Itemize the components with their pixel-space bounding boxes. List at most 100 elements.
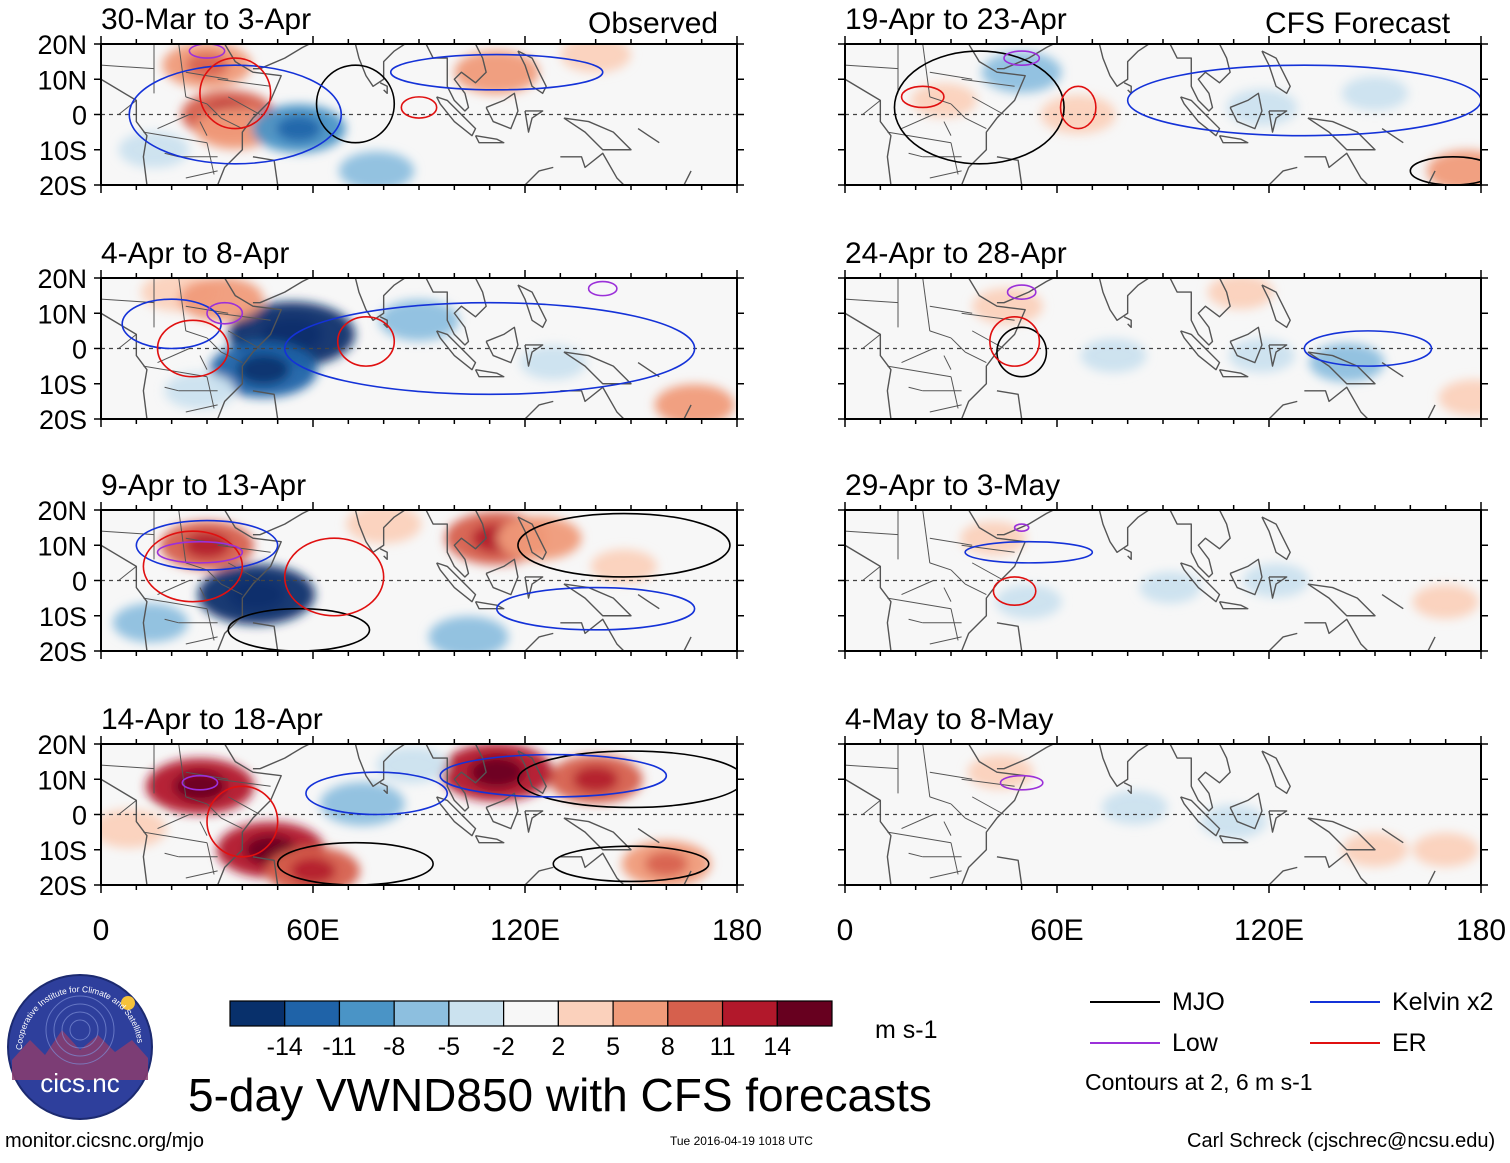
logo-mountains [12,1030,148,1080]
country-border [922,744,931,797]
coastline [485,792,519,830]
contour-er [156,319,230,378]
country-border [164,386,179,392]
coastline [1381,828,1404,844]
contour-low [1006,284,1037,300]
anomaly-blob [454,50,540,95]
country-border [143,597,208,610]
logo-ripple [53,1003,107,1057]
panel-inner [845,44,1481,185]
coastline [1218,834,1249,844]
coastline [1261,750,1291,795]
coastline [101,510,282,651]
anomaly-blob [101,809,167,849]
sun-icon [121,996,135,1010]
coastline [252,622,279,651]
country-border [157,580,190,596]
coastline [1268,110,1288,133]
panel-inner [845,278,1481,419]
anomaly-blob [112,603,189,643]
colorbar-tick-label: 5 [606,1033,620,1061]
anomaly-blob [118,131,190,169]
country-border [901,114,934,130]
country-border [178,44,187,97]
country-border [118,100,137,115]
country-border [908,386,923,392]
anomaly-core [572,766,619,793]
panel-ticks [838,270,1488,427]
country-border [118,334,137,349]
coastline [845,744,1026,885]
coastline [379,82,388,95]
panel-date-label: 29-Apr to 3-May [845,469,1060,502]
logo-ripple [69,1019,91,1041]
country-border [199,355,208,370]
panel-ticks [838,736,1488,893]
coastline [1268,400,1298,419]
country-border [206,103,222,119]
coastline [845,510,1026,651]
coastline [341,44,406,87]
country-border [950,608,959,641]
panel-ticks [838,36,1488,193]
panel-date-label: 14-Apr to 18-Apr [101,703,323,736]
coastline [1169,744,1231,812]
anomaly-core [469,756,524,788]
panel-6: 24-Apr to 28-Apr [838,237,1488,427]
coastline [996,744,1054,770]
coastline [524,110,544,133]
coastline [1427,636,1436,651]
anomaly-core [237,354,290,385]
country-border [908,618,923,624]
lat-label: 0 [72,567,87,597]
coastline [1180,330,1221,371]
country-border [961,544,1015,553]
contour-er [992,576,1037,606]
country-border [887,365,952,378]
lat-label: 20N [37,30,87,60]
coastline [524,576,544,599]
lat-label: 10S [39,136,87,166]
anomaly-blob [1412,584,1479,619]
country-border [929,796,952,805]
coastline [1381,594,1404,610]
coastline [560,152,625,185]
country-border [922,278,931,331]
coastline [1261,284,1291,329]
contour-mjo [996,326,1048,378]
colorbar-tick-label: -5 [438,1033,460,1061]
coastline [1268,810,1288,833]
colorbar-swatch [721,1000,778,1027]
coastline [474,134,505,144]
coastline [517,50,547,95]
lat-label: 20N [37,730,87,760]
anomaly-blob [1426,150,1481,185]
country-border [206,376,215,409]
coastline [1268,166,1298,185]
country-border [929,96,952,105]
coastline [379,548,388,561]
coastline [1229,92,1263,130]
panel-inner [101,278,737,419]
footer-url[interactable]: monitor.cicsnc.org/mjo [5,1130,204,1152]
country-border [929,71,973,80]
country-border [964,583,987,596]
contour-kelvin [495,586,696,631]
logo-rim [7,974,153,1120]
contour-low [181,774,219,791]
panel-8: 4-May to 8-May [838,703,1488,893]
colorbar-swatch [612,1000,669,1027]
anomaly-core [644,851,688,877]
coastline [252,744,310,770]
country-border [943,587,952,602]
colorbar-swatch [557,1000,614,1027]
coastline [560,852,625,885]
country-border [185,636,218,645]
panel-inner [101,510,737,651]
contour-er [142,530,244,603]
legend-low-label: Low [1172,1029,1218,1057]
coastline [379,316,388,329]
country-border [929,170,962,179]
